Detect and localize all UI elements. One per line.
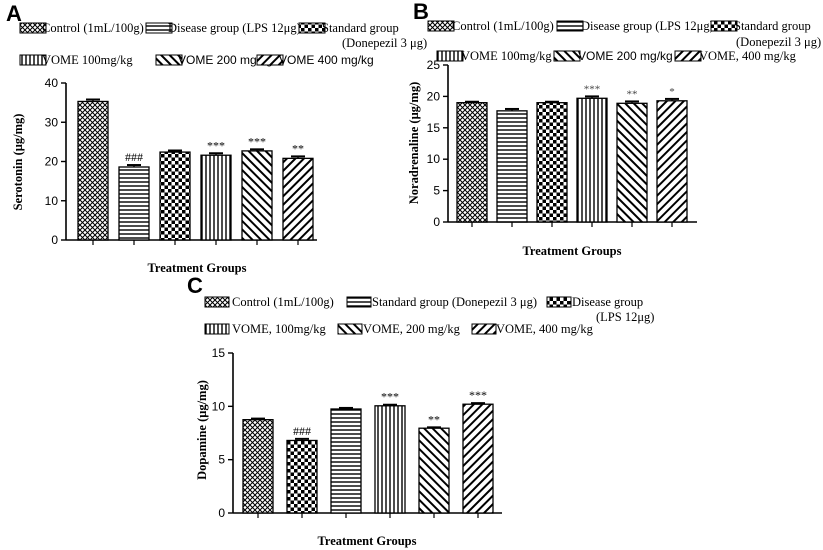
panel-a-significance-label: *** — [248, 134, 266, 148]
panel-b-legend-label: Control (1mL/100g) — [452, 19, 554, 33]
panel-b-significance-label: *** — [584, 83, 601, 95]
panel-a-legend-swatch — [19, 22, 47, 34]
panel-b-legend-label: VOME 100mg/kg — [461, 49, 552, 63]
panel-b-legend-label: Disease group (LPS 12μg) — [581, 19, 714, 33]
panel-b-bar — [536, 102, 568, 223]
panel-b-y-tick-label: 15 — [427, 121, 441, 135]
panel-c-bar — [374, 405, 406, 514]
panel-c-bar — [242, 419, 274, 514]
panel-b-legend-label: VOME 200 mg/kg — [578, 49, 673, 63]
panel-c-bar — [462, 403, 494, 514]
panel-a-bar — [282, 157, 314, 241]
panel-c-legend-label: Standard group (Donepezil 3 μg) — [372, 295, 537, 309]
panel-b-y-tick-label: 10 — [427, 152, 441, 166]
panel-c-bar — [418, 427, 450, 514]
panel-a-bar — [200, 154, 232, 241]
panel-a-legend-label: Standard group (Donepezil 3 μg) — [322, 21, 427, 50]
panel-c-y-tick-label: 15 — [212, 346, 226, 360]
panel-b-y-tick-label: 0 — [433, 215, 440, 229]
panel-a-y-tick-label: 10 — [45, 194, 59, 208]
panel-a-significance-label: ### — [125, 150, 143, 164]
panel-b-bar — [576, 97, 608, 223]
panel-b-letter: B — [413, 0, 429, 24]
panel-c-bar — [330, 408, 362, 514]
panel-b: B Control (1mL/100g) Disease group (LPS 12… — [407, 0, 821, 258]
panel-b-legend-swatch — [710, 20, 738, 32]
panel-b-y-tick-label: 25 — [427, 58, 441, 72]
panel-a-legend-swatch — [298, 22, 326, 34]
panel-a-y-axis-title: Serotonin (μg/mg) — [11, 114, 25, 211]
panel-c-legend-swatch — [346, 296, 372, 308]
panel-a-y-tick-label: 40 — [45, 76, 59, 90]
panel-b-significance-label: ** — [627, 88, 638, 100]
panel-c-bar — [286, 439, 318, 514]
panel-a-bar — [118, 166, 150, 241]
panel-c-x-axis-title: Treatment Groups — [318, 534, 417, 548]
panel-b-legend-swatch — [674, 50, 702, 62]
panel-a-significance-label: *** — [207, 138, 225, 152]
panel-c-legend-label: VOME, 200 mg/kg — [363, 322, 461, 336]
panel-a-legend-label: VOME 200 mg/kg — [178, 53, 273, 67]
panel-a-y-tick-label: 20 — [45, 155, 59, 169]
panel-b-significance-label: * — [669, 86, 675, 98]
panel-c-legend-swatch — [204, 323, 230, 335]
panel-c-y-axis-title: Dopamine (μg/mg) — [195, 380, 209, 480]
panel-a-bar — [77, 100, 109, 241]
panel-a-legend-swatch — [256, 54, 284, 66]
panel-c-legend-swatch — [204, 296, 230, 308]
panel-c-y-tick-label: 0 — [218, 506, 225, 520]
panel-b-y-tick-label: 20 — [427, 89, 441, 103]
panel-a-bar — [241, 150, 273, 241]
panel-b-bar — [496, 110, 528, 223]
panel-a-legend-label: VOME 100mg/kg — [42, 53, 133, 67]
panel-a: A Control (1mL/100g) Disease group (LPS 12… — [6, 1, 427, 275]
panel-b-legend-swatch — [427, 20, 455, 32]
panel-a-legend-swatch — [145, 22, 173, 34]
panel-b-x-axis-title: Treatment Groups — [523, 244, 622, 258]
panel-c: C Control (1mL/100g) Standard group (Donep… — [187, 273, 654, 548]
panel-c-legend-label: Control (1mL/100g) — [232, 295, 334, 309]
panel-b-legend-swatch — [436, 50, 464, 62]
panel-a-legend-label: Disease group (LPS 12μg) — [168, 21, 301, 35]
panel-a-significance-label: ** — [292, 141, 304, 155]
panel-a-legend-swatch — [19, 54, 47, 66]
panel-c-letter: C — [187, 273, 203, 298]
panel-b-bar — [456, 102, 488, 223]
panel-b-bar — [656, 100, 688, 223]
panel-b-legend-label: VOME, 400 mg/kg — [699, 49, 797, 63]
panel-a-y-tick-label: 30 — [45, 115, 59, 129]
panel-a-letter: A — [6, 1, 22, 26]
panel-a-x-axis-title: Treatment Groups — [148, 261, 247, 275]
panel-c-legend-label: VOME, 100mg/kg — [232, 322, 327, 336]
panel-c-significance-label: ** — [428, 412, 440, 426]
panel-b-y-tick-label: 5 — [433, 184, 440, 198]
panel-b-legend-swatch — [556, 20, 584, 32]
panel-c-significance-label: ### — [293, 424, 311, 438]
panel-c-legend-label: VOME, 400 mg/kg — [496, 322, 594, 336]
panel-a-legend-label: VOME 400 mg/kg — [279, 53, 374, 67]
panel-a-y-tick-label: 0 — [51, 233, 58, 247]
panel-c-significance-label: *** — [469, 388, 487, 402]
panel-a-legend-swatch — [155, 54, 183, 66]
panel-c-legend-swatch — [546, 296, 572, 308]
panel-b-legend-label: Standard group (Donepezil 3 μg) — [734, 19, 821, 49]
panel-c-significance-label: *** — [381, 390, 399, 404]
panel-c-legend-label: Disease group (LPS 12μg) — [572, 295, 654, 324]
panel-a-legend-label: Control (1mL/100g) — [42, 21, 144, 35]
panel-c-legend-swatch — [471, 323, 497, 335]
panel-c-legend-swatch — [337, 323, 363, 335]
panel-c-y-tick-label: 10 — [212, 399, 226, 413]
panel-b-bar — [616, 102, 648, 223]
panel-a-bar — [159, 151, 191, 241]
panel-b-y-axis-title: Noradrenaline (μg/mg) — [407, 82, 421, 204]
panel-c-y-tick-label: 5 — [218, 453, 225, 467]
panel-b-legend-swatch — [553, 50, 581, 62]
